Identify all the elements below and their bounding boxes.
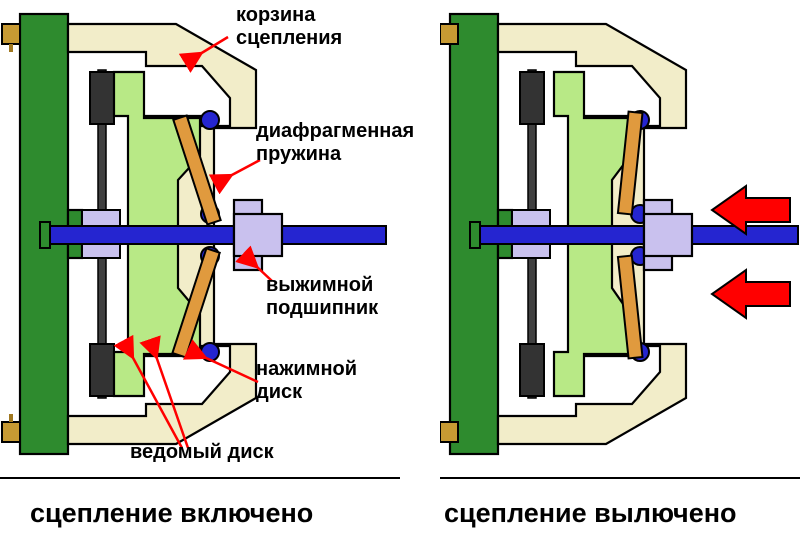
- label-release-bearing: выжимной подшипник: [266, 274, 378, 320]
- caption-engaged: сцепление включено: [30, 498, 313, 529]
- right-clutch-disengaged: [440, 0, 800, 480]
- label-driven-disc: ведомый диск: [130, 441, 274, 464]
- label-pressure-plate: нажимной диск: [256, 358, 357, 404]
- push-arrow-bottom: [712, 270, 790, 318]
- caption-disengaged: сцепление вылючено: [444, 498, 737, 529]
- label-clutch-basket: корзина сцепления: [236, 4, 342, 50]
- label-diaphragm-spring: диафрагменная пружина: [256, 120, 414, 166]
- diagram-canvas: корзина сцепления диафрагменная пружина …: [0, 0, 800, 543]
- left-clutch-engaged: [0, 0, 400, 480]
